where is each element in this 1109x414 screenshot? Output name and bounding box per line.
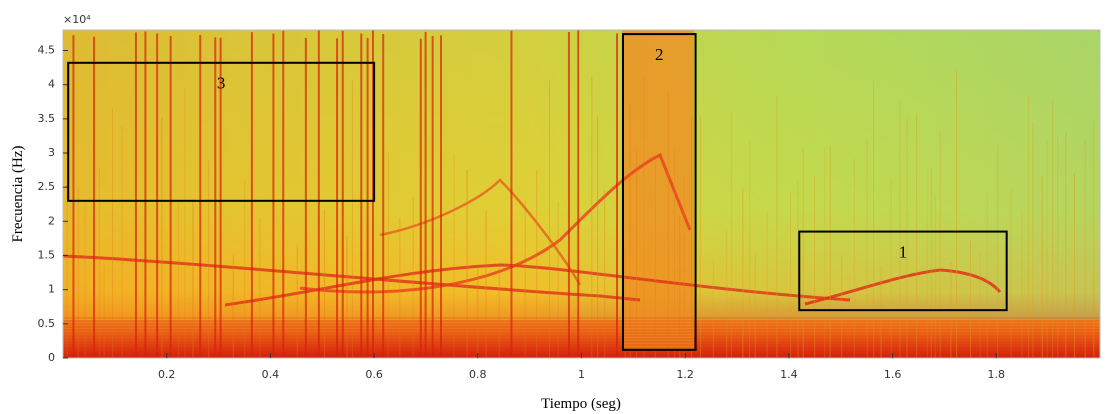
annotation-label: 2 bbox=[655, 45, 664, 64]
y-exponent-label: ×10⁴ bbox=[63, 13, 91, 26]
y-tick-label: 0.5 bbox=[38, 317, 56, 330]
annotation-box bbox=[67, 61, 376, 202]
annotation-box bbox=[798, 230, 1008, 312]
y-tick-label: 1 bbox=[48, 283, 55, 296]
y-tick-label: 2 bbox=[48, 214, 55, 227]
y-tick-label: 2.5 bbox=[38, 180, 56, 193]
x-tick-label: 1.8 bbox=[988, 368, 1006, 381]
spectrogram-image bbox=[63, 30, 1100, 358]
x-tick-label: 1.4 bbox=[780, 368, 798, 381]
x-tick-label: 0.8 bbox=[469, 368, 487, 381]
x-tick-label: 1.2 bbox=[676, 368, 694, 381]
x-tick-label: 1.6 bbox=[884, 368, 902, 381]
y-tick-label: 0 bbox=[48, 351, 55, 364]
x-tick-label: 1 bbox=[578, 368, 585, 381]
y-tick-label: 1.5 bbox=[38, 249, 56, 262]
annotation-box bbox=[621, 33, 697, 351]
x-tick-label: 0.2 bbox=[158, 368, 176, 381]
y-tick-label: 4.5 bbox=[38, 44, 56, 57]
x-tick-label: 0.6 bbox=[365, 368, 383, 381]
x-tick-label: 0.4 bbox=[262, 368, 280, 381]
annotation-label: 3 bbox=[217, 74, 226, 93]
y-axis-label: Frecuencia (Hz) bbox=[10, 145, 26, 242]
y-tick-label: 3.5 bbox=[38, 112, 56, 125]
annotation-label: 1 bbox=[899, 242, 908, 261]
x-axis-label: Tiempo (seg) bbox=[541, 396, 621, 412]
y-tick-label: 3 bbox=[48, 146, 55, 159]
y-tick-label: 4 bbox=[48, 78, 55, 91]
